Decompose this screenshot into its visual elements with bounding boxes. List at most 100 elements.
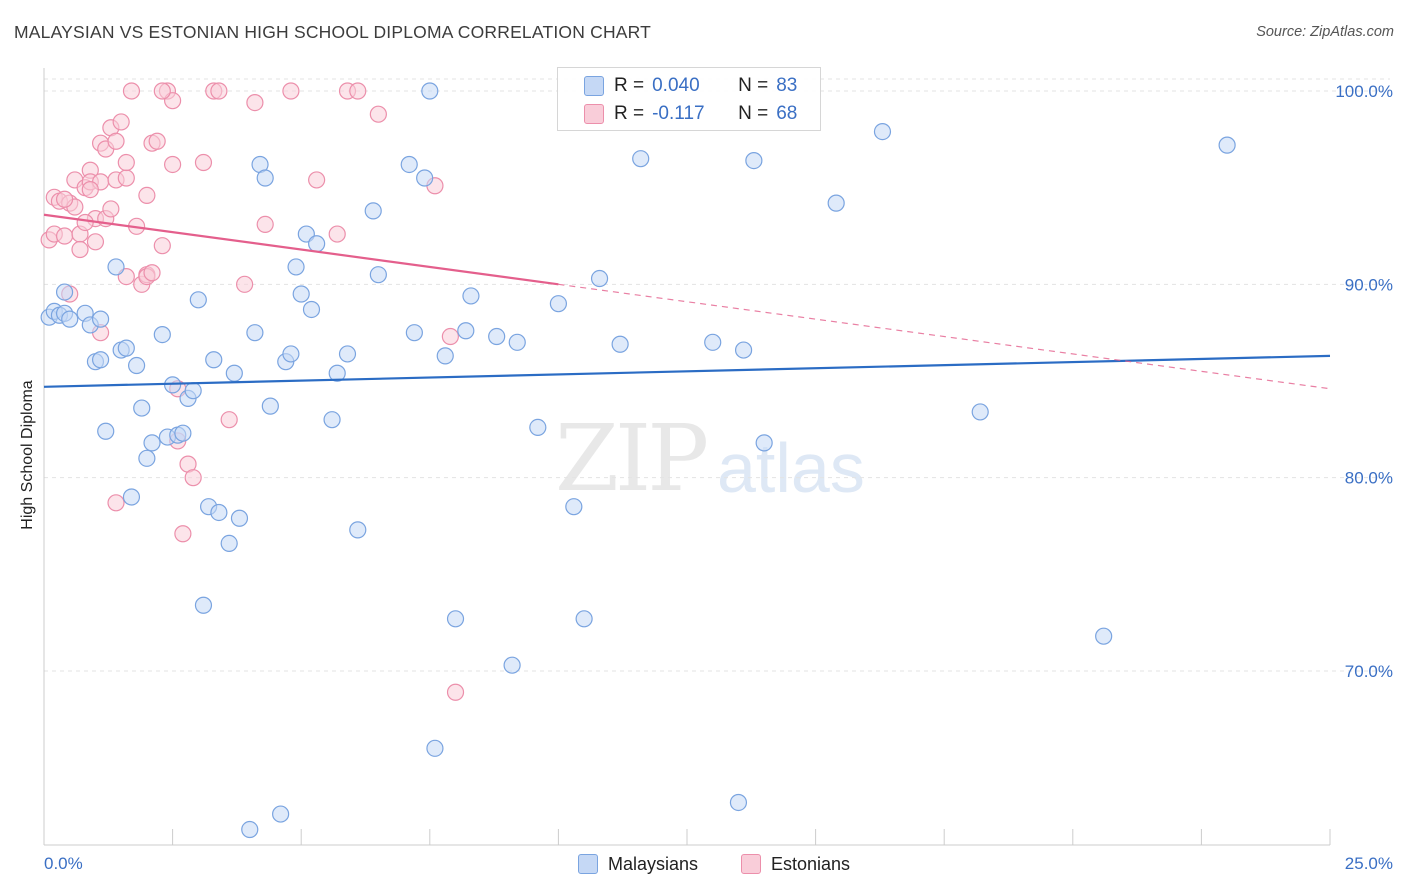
legend-n-value: 68 (776, 103, 798, 124)
point-estonians (143, 264, 161, 282)
point-malaysians (503, 656, 521, 674)
watermark-zip: ZIP (555, 405, 709, 512)
point-estonians (153, 82, 171, 100)
legend-n-label: N = (738, 103, 769, 124)
point-malaysians (1095, 627, 1113, 645)
point-malaysians (704, 333, 722, 351)
y-tick-label: 70.0% (1345, 662, 1393, 681)
legend-r-value: -0.117 (652, 103, 705, 124)
trend-line-estonians (43, 213, 559, 286)
point-estonians (369, 105, 387, 123)
point-malaysians (230, 509, 249, 527)
point-estonians (81, 181, 99, 199)
legend-n-value: 83 (776, 75, 798, 96)
y-tick-label: 80.0% (1345, 469, 1393, 488)
point-malaysians (632, 150, 650, 168)
point-malaysians (61, 310, 79, 328)
point-estonians (328, 225, 346, 243)
point-malaysians (755, 434, 773, 452)
point-malaysians (971, 403, 989, 421)
point-malaysians (308, 235, 326, 253)
point-estonians (194, 153, 213, 172)
bottom-legend-estonians: Estonians (741, 852, 850, 876)
x-tick-label-max: 25.0% (1345, 854, 1393, 873)
bottom-legend-malaysians: Malaysians (578, 852, 698, 876)
point-malaysians (405, 324, 423, 342)
point-malaysians (462, 287, 480, 305)
legend-swatch-malaysians (578, 854, 598, 874)
point-malaysians (117, 339, 135, 357)
point-malaysians (729, 793, 748, 812)
legend-r-label: R = (614, 75, 645, 96)
point-malaysians (529, 418, 547, 436)
point-malaysians (400, 155, 418, 174)
legend-swatch-estonians (584, 104, 604, 124)
x-tick-label-min: 0.0% (44, 854, 83, 873)
point-malaysians (734, 341, 753, 359)
point-estonians (446, 683, 465, 701)
point-malaysians (446, 610, 465, 628)
point-estonians (210, 82, 228, 100)
point-malaysians (457, 322, 475, 340)
point-malaysians (287, 258, 305, 276)
point-malaysians (421, 82, 439, 100)
point-malaysians (827, 194, 845, 212)
point-malaysians (91, 351, 110, 369)
point-malaysians (220, 534, 238, 553)
point-estonians (122, 82, 141, 100)
point-malaysians (338, 345, 357, 363)
point-malaysians (436, 347, 454, 365)
point-malaysians (565, 498, 583, 516)
point-estonians (153, 237, 171, 255)
point-malaysians (210, 503, 228, 522)
point-malaysians (189, 291, 207, 309)
point-malaysians (364, 202, 382, 220)
point-malaysians (107, 258, 125, 276)
point-estonians (117, 169, 135, 187)
point-malaysians (97, 422, 115, 440)
point-malaysians (256, 169, 274, 187)
point-malaysians (261, 397, 279, 415)
point-estonians (174, 525, 192, 543)
point-malaysians (194, 596, 213, 614)
point-malaysians (225, 364, 243, 382)
point-estonians (76, 213, 94, 232)
point-malaysians (416, 169, 434, 187)
point-malaysians (590, 269, 609, 288)
point-estonians (282, 82, 300, 100)
point-estonians (164, 155, 182, 174)
point-estonians (246, 93, 264, 112)
point-malaysians (1218, 136, 1236, 154)
point-malaysians (143, 434, 161, 452)
point-malaysians (127, 356, 146, 375)
watermark-atlas: atlas (717, 429, 865, 507)
point-estonians (349, 82, 367, 100)
point-malaysians (745, 152, 763, 170)
point-malaysians (184, 382, 202, 400)
point-estonians (308, 171, 326, 189)
point-malaysians (153, 326, 171, 344)
legend-n-label: N = (738, 75, 769, 96)
point-estonians (220, 411, 238, 429)
legend-label-malaysians: Malaysians (608, 853, 699, 874)
legend-label-estonians: Estonians (771, 853, 851, 874)
point-estonians (184, 469, 202, 487)
point-estonians (71, 240, 89, 259)
point-malaysians (328, 364, 346, 382)
chart-title: MALAYSIAN VS ESTONIAN HIGH SCHOOL DIPLOM… (14, 22, 652, 42)
point-malaysians (91, 310, 110, 328)
point-estonians (107, 132, 125, 150)
stats-legend: R = 0.040 N = 83 R = -0.117 N = 68 (557, 67, 821, 131)
point-malaysians (122, 488, 141, 506)
point-malaysians (174, 424, 192, 442)
y-tick-label: 100.0% (1335, 82, 1393, 101)
point-estonians (256, 215, 274, 233)
trend-line-estonians-extension (558, 283, 1331, 390)
legend-swatch-malaysians (584, 76, 604, 96)
point-malaysians (611, 335, 629, 353)
legend-row-malaysians: R = 0.040 N = 83 (558, 72, 797, 100)
point-malaysians (508, 333, 526, 351)
point-estonians (107, 494, 125, 512)
point-malaysians (549, 295, 568, 313)
